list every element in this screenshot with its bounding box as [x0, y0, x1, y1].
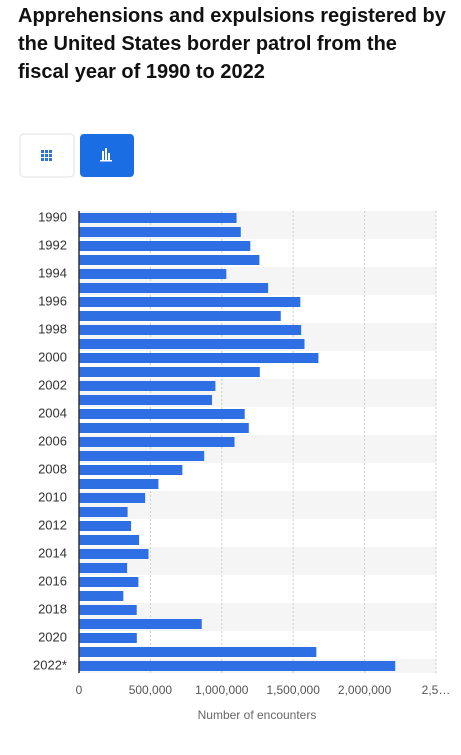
y-tick-label: 2000 [38, 349, 67, 364]
bar [79, 325, 302, 335]
chart-view-button[interactable] [80, 134, 134, 177]
x-tick-label: 2,5… [422, 683, 451, 697]
bar [79, 423, 249, 433]
bar [79, 563, 128, 573]
bar [79, 213, 237, 223]
chart-title: Apprehensions and expulsions registered … [18, 5, 446, 83]
y-tick-label: 2018 [38, 601, 67, 616]
plot: 0 500,000 1,000,000 1,500,000 2,000,000 2,5… 1… [33, 209, 450, 722]
bar [79, 269, 227, 279]
y-tick-label: 1990 [38, 209, 67, 224]
title-container: Apprehensions and expulsions registered … [18, 5, 446, 83]
x-tick-label: 2,000,000 [338, 683, 392, 697]
bar [79, 507, 128, 517]
y-tick-label: 2002 [38, 377, 67, 392]
bar [79, 619, 202, 629]
y-tick-label: 1996 [38, 293, 67, 308]
y-tick-label: 2022* [33, 657, 67, 672]
y-tick-label: 2014 [38, 545, 67, 560]
x-tick-label: 0 [76, 683, 83, 697]
bar [79, 493, 146, 503]
bar [79, 661, 396, 671]
bar [79, 465, 183, 475]
y-tick-label: 1992 [38, 237, 67, 252]
x-tick-label: 500,000 [129, 683, 173, 697]
bar [79, 647, 317, 657]
title-block: Apprehensions and expulsions registered … [18, 5, 446, 83]
bar [79, 605, 137, 615]
bar [79, 479, 159, 489]
y-tick-label: 2016 [38, 573, 67, 588]
bar [79, 591, 124, 601]
bar [79, 409, 245, 419]
bar [79, 339, 305, 349]
bar [79, 437, 235, 447]
bar [79, 283, 269, 293]
bar [79, 395, 213, 405]
bar [79, 381, 216, 391]
y-tick-label: 2006 [38, 433, 67, 448]
y-tick-label: 2008 [38, 461, 67, 476]
x-tick-label: 1,500,000 [267, 683, 321, 697]
y-tick-label: 2004 [38, 405, 67, 420]
bar [79, 633, 137, 643]
table-icon [41, 150, 52, 161]
bar [79, 577, 139, 587]
x-tick-label: 1,000,000 [195, 683, 249, 697]
x-axis-label: Number of encounters [198, 708, 317, 722]
bar [79, 255, 260, 265]
chart-icon [100, 148, 112, 162]
y-tick-label: 2010 [38, 489, 67, 504]
bar [79, 451, 205, 461]
bar [79, 227, 241, 237]
bar [79, 549, 149, 559]
y-tick-label: 2020 [38, 629, 67, 644]
bar [79, 367, 260, 377]
bar [79, 353, 319, 363]
y-tick-label: 1998 [38, 321, 67, 336]
y-tick-label: 2012 [38, 517, 67, 532]
bar [79, 535, 140, 545]
bar [79, 521, 132, 531]
bar [79, 311, 281, 321]
bar [79, 241, 251, 251]
bar [79, 297, 301, 307]
table-view-button[interactable] [19, 133, 75, 178]
y-tick-label: 1994 [38, 265, 67, 280]
